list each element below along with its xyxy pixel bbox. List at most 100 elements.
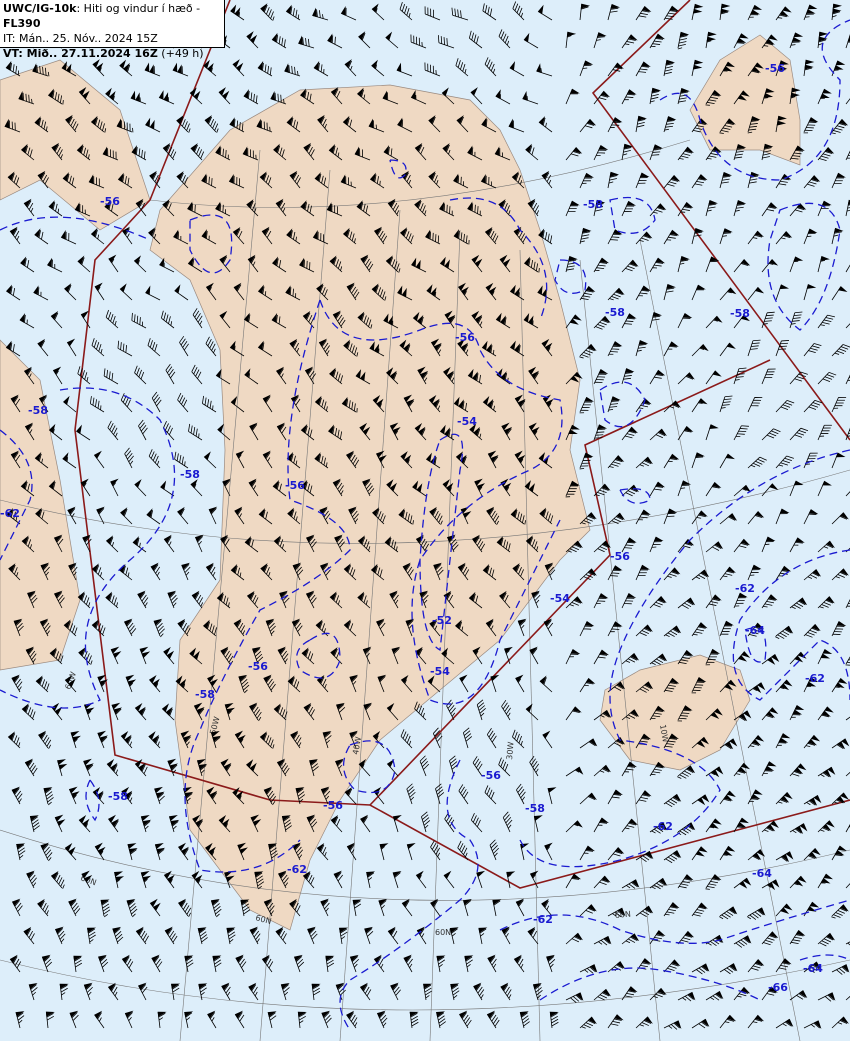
isotherm-label: -52: [432, 614, 452, 627]
wind-barb: [134, 365, 147, 385]
title-line: UWC/IG-10k: Hiti og vindur í hæð - FL390: [3, 1, 221, 31]
wind-barb: [189, 87, 203, 105]
wind-barb: [233, 282, 245, 301]
wind-barb: [286, 228, 301, 245]
wind-barb: [733, 314, 750, 329]
wind-barb: [498, 757, 511, 777]
wind-barb: [775, 340, 790, 357]
wind-barb: [120, 731, 133, 749]
wind-barb: [512, 1, 525, 21]
wind-barb: [831, 452, 846, 469]
isotherm-label: -56: [481, 769, 501, 782]
wind-barb: [326, 202, 343, 217]
wind-barb: [649, 369, 666, 385]
wind-barb: [677, 313, 693, 329]
wind-barb: [514, 450, 526, 469]
wind-barb: [21, 535, 35, 553]
wind-barb: [371, 3, 385, 21]
wind-barb: [831, 512, 849, 525]
wind-barb: [543, 618, 554, 637]
wind-barb: [432, 727, 443, 749]
wind-barb: [207, 674, 218, 693]
wind-barb: [437, 35, 455, 49]
wind-barb: [719, 790, 736, 805]
wind-barb: [845, 32, 850, 49]
wind-barb: [374, 226, 388, 245]
wind-barb: [52, 366, 63, 385]
wind-barb: [528, 422, 540, 441]
wind-barb: [719, 3, 731, 21]
wind-barb: [719, 228, 733, 245]
wind-barb: [114, 871, 125, 889]
wind-barb: [330, 647, 343, 665]
wind-barb: [273, 535, 287, 553]
wind-barb: [527, 198, 540, 217]
wind-barb: [649, 705, 666, 721]
wind-barb: [446, 699, 456, 721]
wind-barb: [24, 422, 35, 441]
wind-barb: [663, 677, 680, 693]
wind-barb: [174, 284, 189, 301]
wind-barb: [20, 480, 35, 497]
wind-barb: [415, 870, 427, 889]
wind-barb: [803, 847, 821, 861]
wind-barb: [341, 396, 358, 413]
wind-barb: [410, 34, 427, 49]
wind-barb: [144, 62, 161, 77]
wind-barb: [154, 843, 166, 861]
wind-barb: [116, 118, 134, 133]
wind-barb: [204, 115, 219, 133]
wind-barb: [831, 286, 848, 301]
wind-barb: [579, 343, 597, 359]
wind-barb: [635, 231, 653, 245]
valid-time: VT: Mið.. 27.11.2024 16Z: [3, 47, 158, 60]
wind-barb: [621, 313, 637, 329]
wind-barb: [50, 870, 65, 889]
wind-barb: [494, 146, 511, 161]
isotherm-label: -56: [455, 331, 475, 344]
wind-barb: [747, 735, 765, 749]
wind-barb: [148, 449, 161, 469]
wind-barb: [803, 59, 815, 77]
wind-barb: [292, 562, 304, 581]
wind-barb: [217, 423, 231, 441]
wind-barb: [287, 507, 301, 525]
wind-barb: [332, 310, 346, 329]
wind-barb: [845, 199, 850, 217]
wind-barb: [775, 733, 791, 749]
wind-barb: [259, 171, 273, 189]
wind-barb: [382, 90, 399, 105]
isotherm-label: -56: [765, 62, 785, 75]
wind-barb: [607, 3, 621, 21]
wind-barb: [206, 786, 218, 805]
wind-barb: [263, 786, 277, 806]
wind-barb: [565, 371, 583, 385]
wind-barb: [376, 450, 387, 469]
wind-barb: [232, 226, 245, 245]
wind-barb: [194, 534, 204, 553]
wind-barb: [803, 175, 821, 189]
wind-barb: [47, 257, 63, 273]
wind-barb: [138, 419, 148, 441]
wind-barb: [366, 871, 376, 889]
wind-barb: [64, 843, 77, 861]
isotherm-label: -62: [533, 913, 553, 926]
wind-barb: [229, 340, 245, 357]
wind-barb: [344, 787, 357, 805]
wind-barb: [635, 5, 652, 21]
isotherm-label: -64: [803, 962, 823, 975]
wind-barb: [349, 730, 358, 749]
wind-barb: [61, 61, 77, 77]
wind-barb: [205, 562, 217, 581]
wind-barb: [817, 31, 829, 49]
wind-barb: [414, 199, 427, 217]
wind-barb: [389, 590, 399, 609]
wind-barb: [803, 676, 819, 693]
wind-barb: [486, 728, 497, 749]
wind-barb: [377, 674, 387, 693]
wind-barb: [593, 315, 611, 330]
wind-barb: [191, 590, 204, 609]
wind-barb: [218, 815, 231, 833]
wind-barb: [649, 87, 661, 105]
wind-barb: [482, 564, 497, 581]
